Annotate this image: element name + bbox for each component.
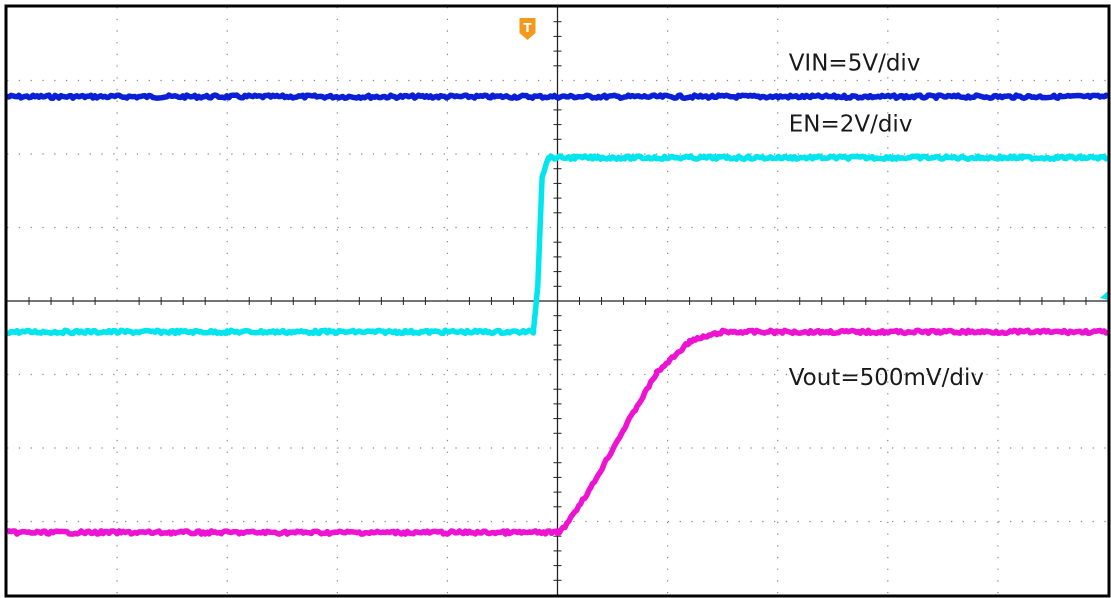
trigger-label: T [523, 21, 532, 35]
traces [5, 92, 1110, 537]
trace-label: VIN=5V/div [789, 51, 921, 77]
channel-offset-marker [1100, 291, 1108, 300]
trace-2 [5, 327, 1109, 537]
trace-label: Vout=500mV/div [789, 365, 984, 391]
trace-labels: VIN=5V/div EN=2V/div Vout=500mV/div [789, 51, 984, 391]
screen-frame [4, 4, 1111, 598]
trace-0 [6, 92, 1110, 102]
trigger-icon [519, 18, 536, 40]
trace-label: EN=2V/div [789, 112, 913, 138]
trigger-marker: T [519, 18, 1108, 300]
trace-1 [6, 153, 1110, 337]
graticule [7, 7, 1108, 595]
